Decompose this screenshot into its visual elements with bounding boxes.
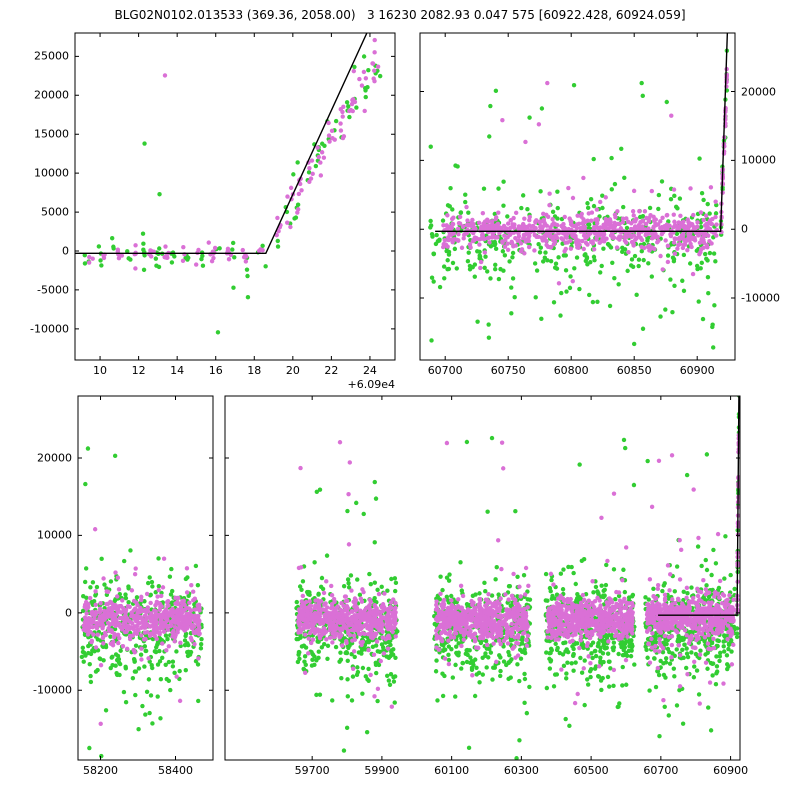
- y-tick-label: 20000: [34, 88, 69, 102]
- x-tick-label: 20: [285, 364, 300, 377]
- x-tick-label: 58200: [83, 764, 118, 777]
- x-tick-label: 60800: [553, 364, 589, 377]
- y-tick-label: 5000: [41, 205, 69, 219]
- x-tick-label: 59900: [364, 764, 400, 777]
- x-tick-label: 18: [247, 364, 262, 377]
- x-tick-label: 59700: [294, 764, 330, 777]
- x-tick-label: 14: [170, 364, 185, 377]
- y-tick-label: 10000: [37, 528, 72, 542]
- x-tick-label: 24: [362, 364, 377, 377]
- y-tick-label: -10000: [30, 322, 69, 336]
- x-tick-label: 22: [324, 364, 339, 377]
- y-tick-label: 20000: [37, 451, 72, 465]
- figure-title: BLG02N0102.013533 (369.36, 2058.00) 3 16…: [114, 8, 686, 22]
- y-tick-label: 20000: [741, 85, 776, 99]
- x-axis-offset-label: +6.09e4: [347, 378, 395, 391]
- y-tick-label: 10000: [34, 166, 69, 180]
- x-tick-label: 60700: [427, 364, 463, 377]
- x-tick-label: 16: [208, 364, 223, 377]
- x-tick-label: 58400: [158, 764, 193, 777]
- x-tick-label: 60300: [503, 764, 539, 777]
- y-tick-label: 0: [741, 222, 748, 236]
- y-tick-label: 10000: [741, 153, 776, 167]
- x-tick-label: 60100: [434, 764, 470, 777]
- y-tick-label: 0: [62, 244, 69, 258]
- x-tick-label: 60500: [573, 764, 609, 777]
- y-tick-label: -10000: [741, 291, 780, 305]
- x-tick-label: 60750: [490, 364, 526, 377]
- x-tick-label: 12: [131, 364, 146, 377]
- y-tick-label: 25000: [34, 49, 69, 63]
- x-tick-label: 60850: [616, 364, 652, 377]
- x-tick-label: 60900: [679, 364, 715, 377]
- x-tick-label: 60700: [643, 764, 679, 777]
- y-tick-label: -5000: [37, 283, 69, 297]
- y-tick-label: 15000: [34, 127, 69, 141]
- y-tick-label: -10000: [33, 683, 72, 697]
- x-tick-label: 60900: [713, 764, 749, 777]
- x-tick-label: 10: [93, 364, 108, 377]
- y-tick-label: 0: [65, 606, 72, 620]
